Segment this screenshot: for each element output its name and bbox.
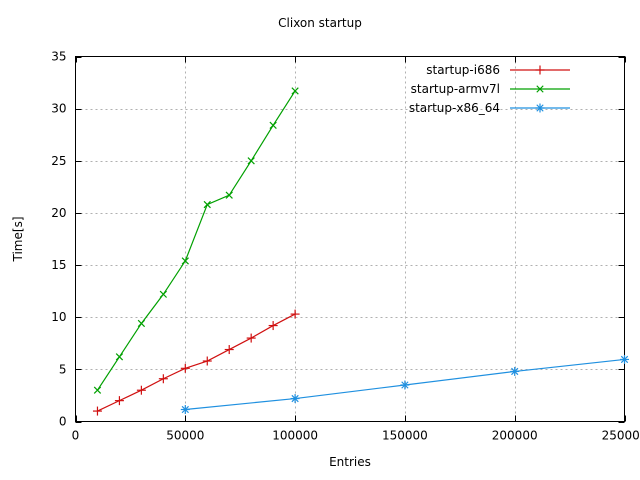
data-point [137,319,146,328]
series-startup-armv7l [93,87,299,394]
marker-stroke [401,381,409,389]
marker-stroke [620,355,629,364]
y-tick-label: 15 [51,258,66,272]
marker-stroke [291,87,299,95]
marker-stroke [203,200,211,209]
marker-stroke [115,353,124,361]
marker-stroke [511,367,519,376]
data-point [159,290,168,298]
data-point [290,309,300,319]
x-axis-label: Entries [329,455,371,469]
data-point [510,366,520,376]
legend-marker [535,103,545,113]
marker-stroke [159,290,168,298]
y-tick-label: 25 [51,154,66,168]
marker-stroke [536,85,544,93]
data-point [247,157,255,165]
y-axis-tick-labels: 0 5 10 15 20 25 30 35 [51,50,66,429]
chart-legend: startup-i686 startup-armv7l startup-x86_64 [409,63,570,115]
x-tick-label: 150000 [382,429,428,443]
marker-stroke [269,121,277,129]
data-point [400,380,410,390]
y-tick-label: 0 [59,415,67,429]
y-tick-label: 35 [51,50,66,64]
data-point [92,406,102,416]
y-tick-label: 5 [59,362,67,376]
marker-stroke [93,386,102,394]
x-tick-label: 50000 [166,429,204,443]
marker-stroke [181,405,189,414]
data-point [202,356,212,366]
data-series-layer [92,87,629,416]
legend-label-startup-armv7l: startup-armv7l [411,82,500,96]
data-point [224,345,234,355]
legend-label-startup-i686: startup-i686 [426,63,500,77]
y-tick-label: 30 [51,102,66,116]
y-axis-label: Time[s] [11,217,25,263]
data-point [115,353,124,361]
data-point [93,386,102,394]
data-point [268,321,278,331]
data-point [225,191,233,199]
data-point [246,333,256,343]
data-point [136,385,146,395]
series-startup-x86_64 [180,354,629,415]
marker-stroke [536,104,544,112]
data-point [203,200,211,209]
legend-label-startup-x86_64: startup-x86_64 [409,101,500,115]
series-startup-i686 [92,309,300,416]
marker-stroke [181,257,189,265]
legend-marker [535,65,545,75]
x-tick-label: 100000 [272,429,318,443]
data-point [290,394,300,404]
marker-stroke [247,157,255,165]
data-point [181,257,189,265]
y-tick-label: 10 [51,310,66,324]
y-tick-label: 20 [51,206,66,220]
series-line [97,313,296,412]
x-tick-label: 200000 [492,429,538,443]
chart-title: Clixon startup [278,16,362,30]
x-tick-label: 250000 [602,429,640,443]
marker-stroke [225,191,233,199]
data-point [180,405,190,415]
data-point [620,354,629,364]
x-tick-label: 0 [72,429,80,443]
data-point [158,374,168,384]
plot-frame [75,56,625,422]
x-axis-tick-labels: 0 50000 100000 150000 200000 250000 [72,429,640,443]
marker-stroke [291,394,299,403]
data-point [114,396,124,406]
series-line [96,90,296,391]
marker-stroke [137,319,146,328]
grid-lines [75,56,625,422]
data-point [291,87,299,95]
data-point [180,363,190,373]
data-point [269,121,277,129]
x-axis-tickmarks [76,56,626,422]
legend-marker [536,85,544,93]
